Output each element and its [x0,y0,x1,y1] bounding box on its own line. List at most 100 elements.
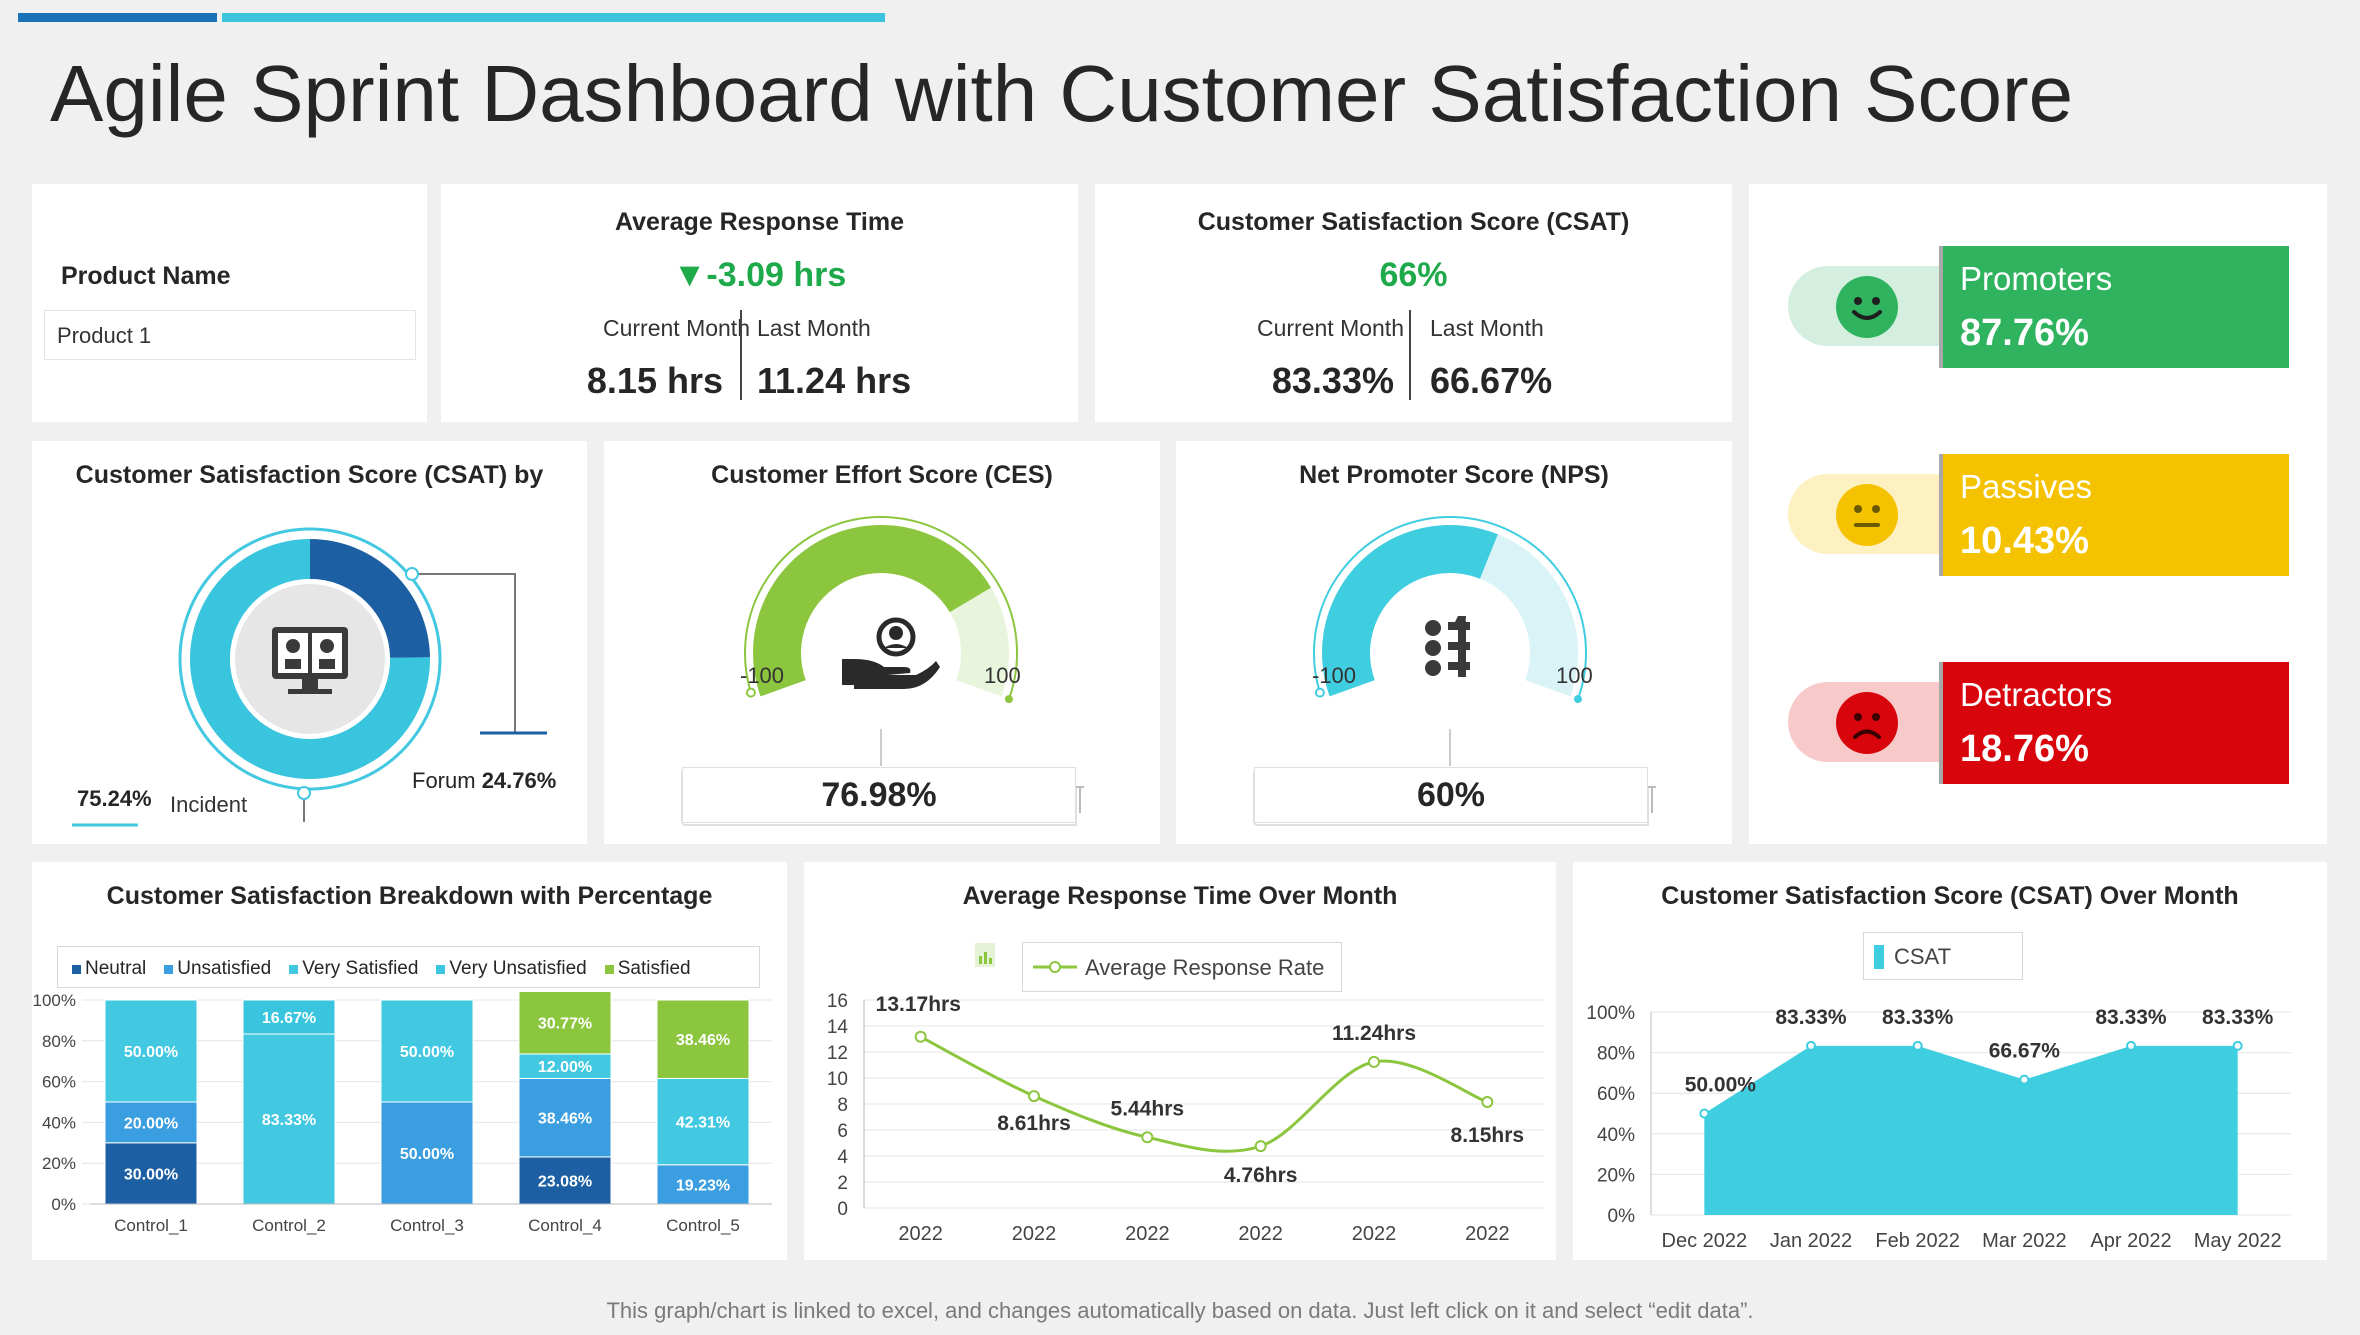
x-tick-label: Mar 2022 [1982,1230,2067,1252]
accent-bar-light [222,13,885,22]
line-data-label: 8.15hrs [1451,1124,1525,1147]
series-line [919,1035,1488,1153]
y-tick-label: 100% [33,992,76,1010]
passives-value: 10.43% [1960,520,2089,562]
csat-kpi-current-value: 83.33% [1271,360,1394,401]
nps-categories-card: Promoters 87.76% Passives 10.43% Detract… [1749,184,2327,844]
area-point [2126,1040,2136,1051]
page-title: Agile Sprint Dashboard with Customer Sat… [50,49,2074,138]
ces-gauge-dot-end [1004,695,1013,704]
legend-item: Unsatisfied [164,958,271,979]
bar-data-label: 42.31% [676,1115,730,1132]
y-tick-label: 40% [1597,1125,1635,1146]
promoters-value: 87.76% [1960,312,2089,354]
y-tick-label: 0% [51,1195,76,1214]
y-tick-label: 4 [837,1147,848,1168]
forum-leader-line [412,573,516,733]
breakdown-card: Customer Satisfaction Breakdown with Per… [32,862,787,1260]
x-tick-label: Control_1 [114,1216,188,1235]
y-tick-label: 10 [827,1069,848,1090]
nps-gauge-dot-end [1573,695,1582,704]
bar-segment [380,999,474,1103]
nps-gauge-fill [1322,525,1498,697]
avg-response-last-value: 11.24 hrs [757,360,912,401]
csat-by-card: Customer Satisfaction Score (CSAT) by 75… [32,441,587,844]
bar-data-label: 83.33% [262,1112,316,1129]
ces-gauge-outline [744,516,1018,700]
area-data-label: 83.33% [1882,1006,1954,1029]
nps-gauge [1253,516,1656,826]
nps-gauge-dot-start [1314,687,1325,698]
bar-segment [518,1053,612,1079]
legend-swatch [1874,945,1884,969]
incident-pct: 75.24% [77,786,152,811]
y-tick-label: 60% [1597,1084,1635,1105]
csat-by-title: Customer Satisfaction Score (CSAT) by [75,461,544,489]
line-data-label: 11.24hrs [1332,1022,1416,1045]
legend-item: Satisfied [604,958,691,979]
area-data-label: 83.33% [2095,1006,2167,1029]
promoters-tag: Promoters 87.76% [1943,246,2289,368]
donut-slice-forum [310,539,430,658]
csat-area-chart: 0% 20% 40% 60% 80% 100% 50.00% Dec 2022 83.33% Ja… [1586,1003,2291,1252]
legend-label: Very Unsatisfied [449,958,587,979]
y-tick-label: 16 [827,992,848,1012]
legend-swatch [436,965,446,974]
accent-bar-dark [18,13,217,22]
area-point [2019,1074,2030,1085]
bar-segment [518,1156,612,1205]
x-tick-label: 2022 [1352,1223,1397,1245]
x-tick-label: Dec 2022 [1662,1230,1748,1252]
legend-swatch [289,965,299,974]
ces-value: 76.98% [821,776,937,814]
legend-swatch [164,965,174,974]
ces-gauge-hub [803,575,959,731]
response-line-legend: Average Response Rate [1022,942,1342,992]
bar-data-label: 38.46% [676,1032,730,1049]
csat-area-card: Customer Satisfaction Score (CSAT) Over … [1573,862,2327,1260]
y-tick-label: 8 [837,1095,848,1116]
y-tick-label: 12 [827,1043,848,1064]
avg-response-title: Average Response Time [614,208,904,236]
bar-segment [380,1101,474,1205]
breakdown-title: Customer Satisfaction Breakdown with Per… [106,882,713,910]
x-tick-label: 2022 [1465,1223,1510,1245]
detractors-value: 18.76% [1960,728,2089,770]
nps-gauge-outline [1313,516,1587,700]
x-tick-label: 2022 [898,1223,943,1245]
promoters-tag-bg [1943,246,2289,368]
csat-by-donut [72,527,547,827]
line-point [1481,1096,1494,1109]
bar-segment [104,999,198,1103]
detractors-label: Detractors [1960,676,2113,713]
bar-segment [242,999,336,1035]
neutral-face-icon [1836,484,1898,546]
forum-legend: Forum 24.76% [412,768,556,794]
avg-response-last-label: Last Month [757,315,871,341]
x-tick-label: Jan 2022 [1770,1230,1852,1252]
monitor-faces-icon [272,627,348,694]
bar-data-label: 19.23% [676,1177,730,1194]
product-select[interactable]: Product 1 [44,310,416,360]
csat-kpi-card: Customer Satisfaction Score (CSAT) 66% C… [1095,184,1732,422]
avg-response-delta: ▼-3.09 hrs [672,256,847,294]
legend-label: CSAT [1894,944,1952,969]
avg-response-current-label: Current Month [602,315,750,341]
nps-min: -100 [1312,663,1357,688]
area-data-label: 50.00% [1685,1074,1757,1097]
legend-line-icon [1033,961,1077,973]
nps-gauge-hub [1372,575,1528,731]
nps-value-box-tab [1648,786,1656,813]
y-tick-label: 20% [42,1154,76,1173]
line-point [1254,1140,1267,1153]
y-tick-label: 80% [1597,1044,1635,1065]
x-tick-label: Control_3 [390,1216,464,1235]
csat-kpi-delta: 66% [1379,256,1448,294]
response-line-chart: 0 2 4 6 8 10 12 14 16 13.17hrs 2022 8.61hrs 2022 5.44… [827,992,1544,1245]
nps-title: Net Promoter Score (NPS) [1299,461,1609,489]
legend-swatch [72,965,81,974]
x-tick-label: Control_5 [666,1216,740,1235]
avg-response-card: Average Response Time ▼-3.09 hrs Current… [441,184,1078,422]
y-tick-label: 2 [837,1173,848,1194]
csat-area-legend: CSAT [1863,932,2023,980]
